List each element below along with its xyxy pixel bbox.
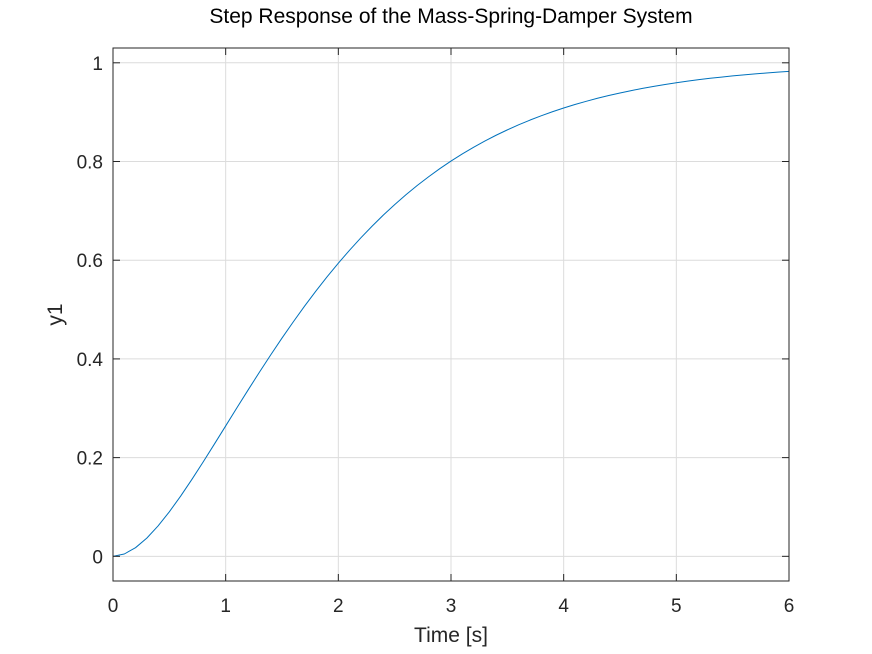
tick-layer: 0 1 2 3 4 5 6 0 0.2 0.4 0.6 0.8 1 <box>77 48 795 617</box>
y-tick-label: 0.8 <box>77 153 103 174</box>
x-tick-label: 0 <box>108 596 119 617</box>
x-tick-label: 1 <box>220 596 231 617</box>
y-tick-label: 0.6 <box>77 251 103 272</box>
x-tick-label: 4 <box>558 596 569 617</box>
chart-title: Step Response of the Mass-Spring-Damper … <box>209 5 692 28</box>
y-tick-label: 0.4 <box>77 350 104 371</box>
x-axis-label: Time [s] <box>414 624 488 647</box>
y-tick-label: 0 <box>92 547 103 568</box>
x-tick-label: 3 <box>446 596 457 617</box>
x-tick-label: 6 <box>784 596 795 617</box>
x-tick-label: 2 <box>333 596 344 617</box>
series-line <box>112 70 790 557</box>
x-tick-label: 5 <box>671 596 682 617</box>
series-layer <box>112 70 790 557</box>
y-axis-label: y1 <box>44 303 67 325</box>
y-tick-label: 1 <box>92 54 103 75</box>
y-tick-label: 0.2 <box>77 449 103 470</box>
